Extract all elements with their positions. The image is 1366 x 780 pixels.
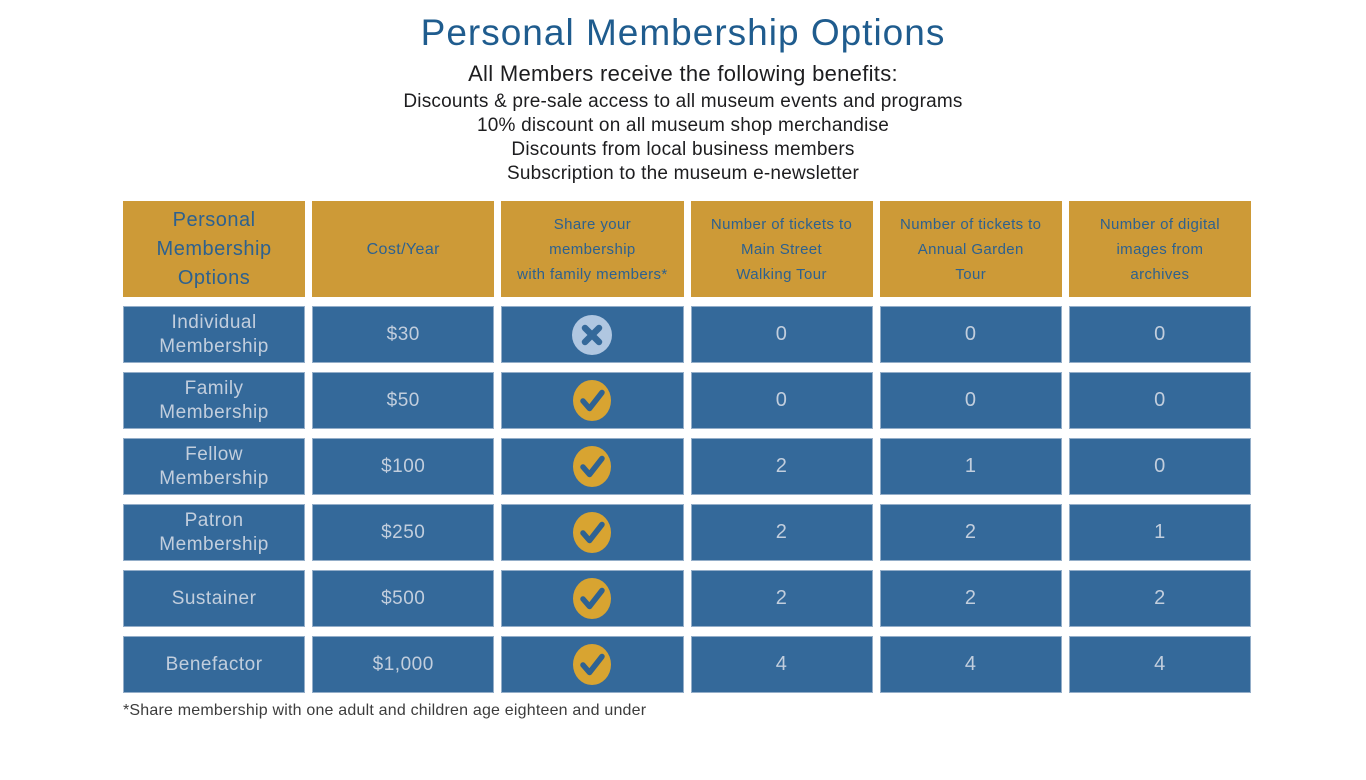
cost-value-cell: $250 [312, 504, 495, 561]
benefit-item: Discounts from local business members [511, 139, 855, 160]
cost-value-cell: $100 [312, 438, 495, 495]
check-icon [573, 380, 612, 421]
column-header-line: Membership [156, 237, 272, 260]
column-header-line: Number of tickets to [710, 215, 853, 233]
cost-value-cell: $1,000 [312, 636, 495, 693]
column-header-line: Walking Tour [736, 265, 827, 283]
column-header-line: Options [177, 266, 251, 289]
column-header-line: archives [1130, 265, 1190, 283]
tickets-main-street-cell: 2 [690, 438, 873, 495]
share-footnote: *Share membership with one adult and chi… [123, 702, 647, 719]
column-header-line: Number of tickets to [900, 215, 1042, 233]
benefit-item: 10% discount on all museum shop merchand… [476, 115, 890, 136]
membership-name-cell: Family Membership [123, 372, 306, 429]
column-header-digital-images: Number of digital images from archives [1068, 201, 1251, 297]
membership-options-page: Personal Membership Options All Members … [0, 12, 1366, 720]
share-allowed-cell [501, 438, 684, 495]
tickets-garden-tour-cell: 1 [879, 438, 1062, 495]
column-header-cost: Cost/Year [312, 201, 495, 297]
tickets-garden-tour-cell: 4 [879, 636, 1062, 693]
benefits-subtitle: All Members receive the following benefi… [468, 61, 898, 86]
column-header-garden-tour: Number of tickets to Annual Garden Tour [879, 201, 1062, 297]
column-header-share: Share your membership with family members* [501, 201, 684, 297]
column-header-line: Main Street [741, 240, 823, 258]
column-header-line: Number of digital [1099, 215, 1220, 233]
column-header-line: Share your [553, 215, 632, 233]
tickets-garden-tour-cell: 2 [879, 570, 1062, 627]
check-icon [573, 512, 612, 553]
column-header-main-street-tour: Number of tickets to Main Street Walking T… [690, 201, 873, 297]
cross-icon [572, 314, 613, 355]
digital-images-cell: 0 [1068, 372, 1251, 429]
tickets-main-street-cell: 0 [690, 372, 873, 429]
tickets-garden-tour-cell: 0 [879, 372, 1062, 429]
share-allowed-cell [501, 504, 684, 561]
benefit-item: Discounts & pre-sale access to all museu… [403, 91, 963, 112]
digital-images-cell: 4 [1068, 636, 1251, 693]
membership-name-cell: Patron Membership [123, 504, 306, 561]
membership-name-cell: Individual Membership [123, 306, 306, 363]
benefits-list: Discounts & pre-sale access to all museu… [0, 90, 1366, 186]
digital-images-cell: 0 [1068, 306, 1251, 363]
share-allowed-cell [501, 570, 684, 627]
check-icon [573, 644, 612, 685]
digital-images-cell: 0 [1068, 438, 1251, 495]
membership-name-cell: Sustainer [123, 570, 306, 627]
cost-value-cell: $500 [312, 570, 495, 627]
digital-images-cell: 1 [1068, 504, 1251, 561]
column-header-line: Personal [172, 208, 256, 231]
column-header-line: membership [549, 240, 636, 258]
check-icon [573, 578, 612, 619]
tickets-main-street-cell: 4 [690, 636, 873, 693]
column-header-line: Cost/Year [366, 240, 440, 258]
tickets-main-street-cell: 2 [690, 570, 873, 627]
cost-value-cell: $50 [312, 372, 495, 429]
column-header-line: Tour [955, 265, 987, 283]
digital-images-cell: 2 [1068, 570, 1251, 627]
tickets-garden-tour-cell: 2 [879, 504, 1062, 561]
share-not-allowed-cell [501, 306, 684, 363]
membership-table: Personal Membership Options Cost/Year Share … [123, 201, 1251, 693]
share-allowed-cell [501, 636, 684, 693]
column-header-line: images from [1116, 240, 1204, 258]
benefit-item: Subscription to the museum e-newsletter [506, 163, 860, 184]
share-allowed-cell [501, 372, 684, 429]
column-header-line: Annual Garden [917, 240, 1024, 258]
check-icon [573, 446, 612, 487]
tickets-garden-tour-cell: 0 [879, 306, 1062, 363]
page-title: Personal Membership Options [420, 12, 946, 53]
tickets-main-street-cell: 0 [690, 306, 873, 363]
column-header-line: with family members* [517, 265, 668, 283]
membership-name-cell: Fellow Membership [123, 438, 306, 495]
tickets-main-street-cell: 2 [690, 504, 873, 561]
column-header-membership: Personal Membership Options [123, 201, 306, 297]
cost-value-cell: $30 [312, 306, 495, 363]
membership-name-cell: Benefactor [123, 636, 306, 693]
